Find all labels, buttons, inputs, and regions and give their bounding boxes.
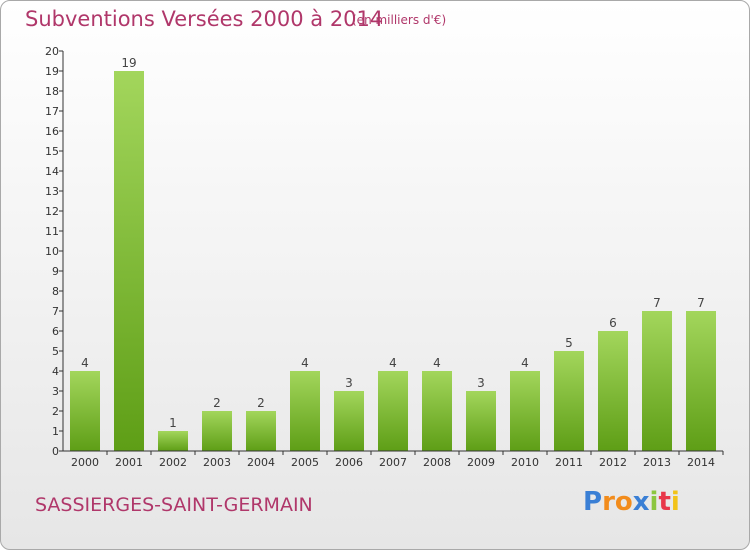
logo-letter: P [583,487,603,517]
y-tick-label-8: 8 [52,285,59,298]
y-tick-label-10: 10 [45,245,59,258]
y-tick-label-0: 0 [52,445,59,458]
x-tick-label-2008: 2008 [423,456,451,469]
bar-2013 [642,311,672,451]
bars-group [70,71,716,451]
value-label-2011: 5 [565,336,573,350]
y-tick-label-5: 5 [52,345,59,358]
chart-title: Subventions Versées 2000 à 2014 [25,7,384,31]
y-tick-label-6: 6 [52,325,59,338]
y-tick-label-2: 2 [52,405,59,418]
value-label-2009: 3 [477,376,485,390]
bar-2005 [290,371,320,451]
chart-subtitle: (en milliers d'€) [352,13,447,27]
logo-letter: r [602,487,615,517]
x-tick-label-2000: 2000 [71,456,99,469]
x-tick-label-2012: 2012 [599,456,627,469]
y-tick-label-14: 14 [45,165,59,178]
value-label-2004: 2 [257,396,265,410]
y-tick-label-4: 4 [52,365,59,378]
bar-2001 [114,71,144,451]
logo-letter: x [632,487,650,517]
x-tick-label-2006: 2006 [335,456,363,469]
value-label-2001: 19 [121,56,136,70]
x-tick-label-2007: 2007 [379,456,407,469]
x-tick-label-2003: 2003 [203,456,231,469]
value-label-2012: 6 [609,316,617,330]
bar-2014 [686,311,716,451]
y-tick-label-12: 12 [45,205,59,218]
y-tick-label-3: 3 [52,385,59,398]
bar-2012 [598,331,628,451]
bar-2010 [510,371,540,451]
x-tick-label-2010: 2010 [511,456,539,469]
x-tick-label-2002: 2002 [159,456,187,469]
x-tick-label-2004: 2004 [247,456,275,469]
bar-2008 [422,371,452,451]
logo-letter: i [649,487,659,517]
bar-2009 [466,391,496,451]
axes-group: 2000 2001 2002 2003 2004 2005 2006 2007 2008 2009… [45,45,724,469]
y-tick-label-19: 19 [45,65,59,78]
value-label-2010: 4 [521,356,529,370]
x-tick-label-2001: 2001 [115,456,143,469]
proxiti-logo: Proxiti [583,487,680,517]
bar-2011 [554,351,584,451]
value-label-2014: 7 [697,296,705,310]
value-label-2008: 4 [433,356,441,370]
y-tick-label-17: 17 [45,105,59,118]
value-label-2002: 1 [169,416,177,430]
x-tick-label-2013: 2013 [643,456,671,469]
bar-2006 [334,391,364,451]
x-tick-label-2005: 2005 [291,456,319,469]
value-label-2006: 3 [345,376,353,390]
y-tick-label-9: 9 [52,265,59,278]
x-tick-label-2011: 2011 [555,456,583,469]
value-labels-group: 4 19 1 2 2 4 3 4 4 3 4 5 6 7 7 [81,56,705,430]
bar-2004 [246,411,276,451]
y-tick-label-18: 18 [45,85,59,98]
y-tick-label-16: 16 [45,125,59,138]
logo-letter: i [670,487,680,517]
value-label-2005: 4 [301,356,309,370]
logo-letter: t [658,487,671,517]
y-tick-label-15: 15 [45,145,59,158]
y-tick-label-20: 20 [45,45,59,58]
x-tick-label-2009: 2009 [467,456,495,469]
value-label-2013: 7 [653,296,661,310]
value-label-2007: 4 [389,356,397,370]
logo-letter: o [614,487,633,517]
bar-2002 [158,431,188,451]
y-tick-label-7: 7 [52,305,59,318]
y-tick-label-13: 13 [45,185,59,198]
commune-name: SASSIERGES-SAINT-GERMAIN [35,494,313,516]
x-tick-label-2014: 2014 [687,456,715,469]
value-label-2003: 2 [213,396,221,410]
bar-2000 [70,371,100,451]
value-label-2000: 4 [81,356,89,370]
bar-2007 [378,371,408,451]
y-tick-label-1: 1 [52,425,59,438]
bar-2003 [202,411,232,451]
y-tick-label-11: 11 [45,225,59,238]
